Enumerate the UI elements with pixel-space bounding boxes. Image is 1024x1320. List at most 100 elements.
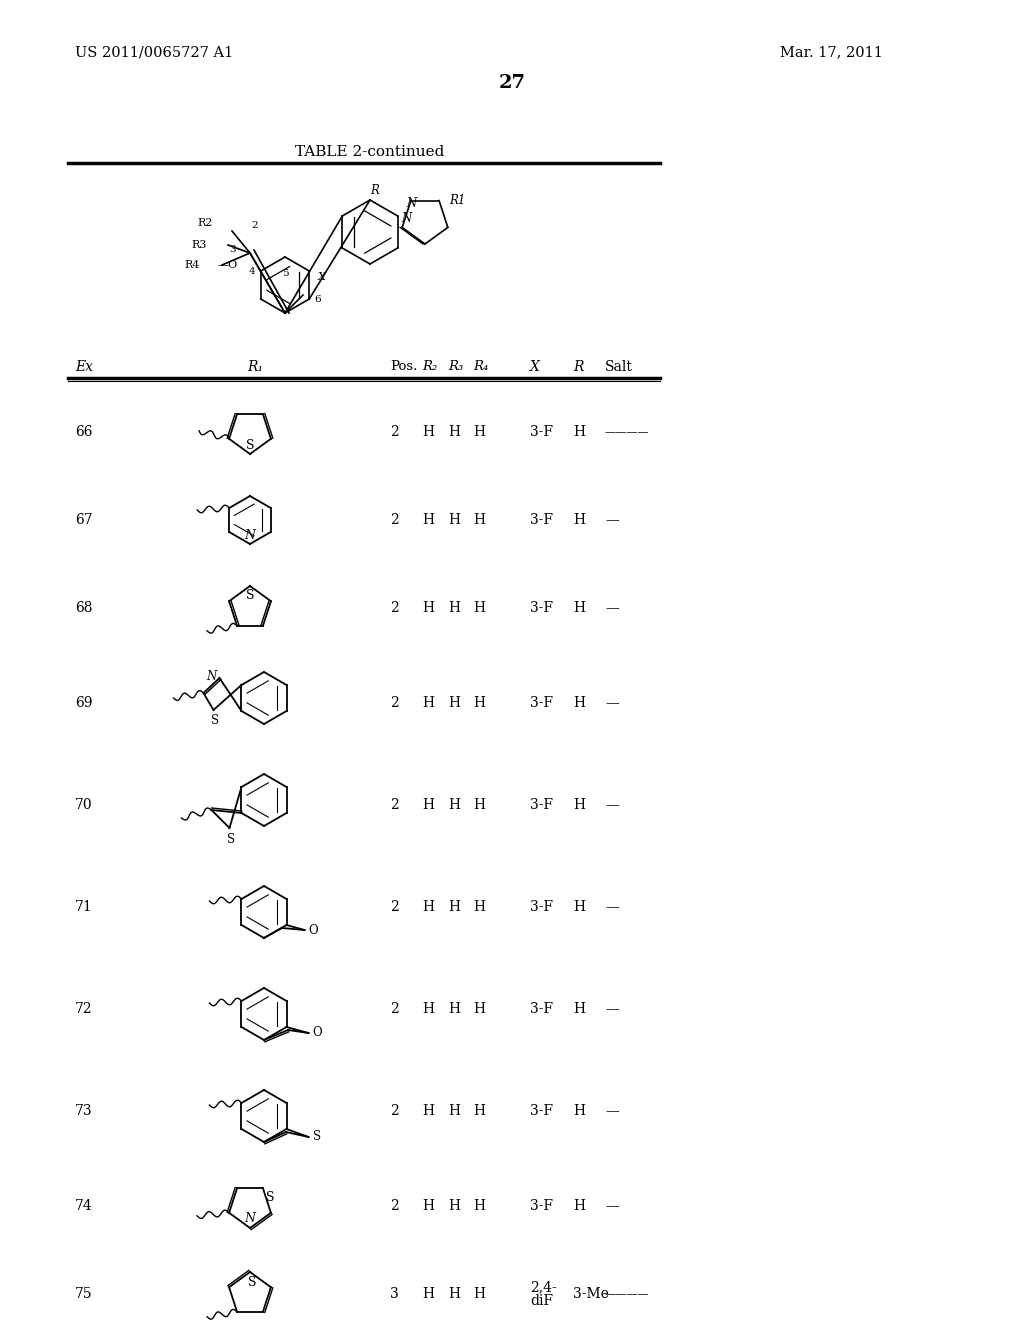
- Text: 73: 73: [75, 1104, 92, 1118]
- Text: 3-F: 3-F: [530, 1002, 553, 1016]
- Text: H: H: [422, 425, 434, 440]
- Text: H: H: [473, 1104, 485, 1118]
- Text: H: H: [473, 900, 485, 913]
- Text: O: O: [308, 924, 318, 936]
- Text: H: H: [422, 1002, 434, 1016]
- Text: R2: R2: [198, 218, 213, 228]
- Text: Salt: Salt: [605, 360, 633, 374]
- Text: R₂: R₂: [422, 360, 437, 374]
- Text: —: —: [605, 601, 618, 615]
- Text: H: H: [573, 1002, 585, 1016]
- Text: S: S: [312, 1130, 321, 1143]
- Text: N: N: [406, 197, 416, 210]
- Text: —O: —O: [218, 260, 239, 271]
- Text: H: H: [473, 696, 485, 710]
- Text: H: H: [449, 1002, 460, 1016]
- Text: R₃: R₃: [449, 360, 464, 374]
- Text: N: N: [401, 211, 412, 224]
- Text: 3: 3: [229, 246, 236, 255]
- Text: H: H: [473, 1199, 485, 1213]
- Text: 2,4-: 2,4-: [530, 1280, 557, 1294]
- Text: —: —: [605, 1002, 618, 1016]
- Text: diF: diF: [530, 1294, 553, 1308]
- Text: H: H: [422, 799, 434, 812]
- Text: 2: 2: [252, 220, 258, 230]
- Text: US 2011/0065727 A1: US 2011/0065727 A1: [75, 45, 233, 59]
- Text: —: —: [605, 696, 618, 710]
- Text: ————: ————: [605, 426, 649, 437]
- Text: H: H: [573, 696, 585, 710]
- Text: R4: R4: [184, 260, 200, 271]
- Text: 72: 72: [75, 1002, 92, 1016]
- Text: 3-F: 3-F: [530, 799, 553, 812]
- Text: 71: 71: [75, 900, 93, 913]
- Text: S: S: [266, 1191, 274, 1204]
- Text: R: R: [573, 360, 584, 374]
- Text: 67: 67: [75, 513, 92, 527]
- Text: H: H: [449, 799, 460, 812]
- Text: 3-F: 3-F: [530, 900, 553, 913]
- Text: H: H: [422, 513, 434, 527]
- Text: 68: 68: [75, 601, 92, 615]
- Text: 3-F: 3-F: [530, 1104, 553, 1118]
- Text: 2: 2: [390, 799, 398, 812]
- Text: X: X: [530, 360, 540, 374]
- Text: —: —: [605, 513, 618, 527]
- Text: H: H: [449, 900, 460, 913]
- Text: N: N: [206, 669, 216, 682]
- Text: H: H: [449, 1199, 460, 1213]
- Text: 5: 5: [282, 269, 289, 279]
- Text: TABLE 2-continued: TABLE 2-continued: [295, 145, 444, 158]
- Text: H: H: [449, 425, 460, 440]
- Text: 2: 2: [390, 1104, 398, 1118]
- Text: 27: 27: [499, 74, 525, 92]
- Text: S: S: [211, 714, 219, 727]
- Text: S: S: [246, 440, 254, 451]
- Text: H: H: [473, 1002, 485, 1016]
- Text: S: S: [227, 833, 236, 846]
- Text: H: H: [449, 601, 460, 615]
- Text: H: H: [422, 601, 434, 615]
- Text: 2: 2: [390, 900, 398, 913]
- Text: Ex: Ex: [75, 360, 93, 374]
- Text: H: H: [422, 1104, 434, 1118]
- Text: 6: 6: [314, 294, 321, 304]
- Text: H: H: [473, 513, 485, 527]
- Text: H: H: [573, 1104, 585, 1118]
- Text: 69: 69: [75, 696, 92, 710]
- Text: R1: R1: [450, 194, 466, 207]
- Text: ————: ————: [605, 1290, 649, 1299]
- Text: 70: 70: [75, 799, 92, 812]
- Text: H: H: [573, 425, 585, 440]
- Text: H: H: [473, 425, 485, 440]
- Text: 3-Me: 3-Me: [573, 1287, 609, 1302]
- Text: —: —: [605, 1104, 618, 1118]
- Text: 3-F: 3-F: [530, 1199, 553, 1213]
- Text: H: H: [422, 1287, 434, 1302]
- Text: 2: 2: [390, 513, 398, 527]
- Text: Mar. 17, 2011: Mar. 17, 2011: [780, 45, 883, 59]
- Text: 3-F: 3-F: [530, 601, 553, 615]
- Text: H: H: [449, 1287, 460, 1302]
- Text: H: H: [422, 696, 434, 710]
- Text: 3-F: 3-F: [530, 696, 553, 710]
- Text: 75: 75: [75, 1287, 92, 1302]
- Text: H: H: [573, 513, 585, 527]
- Text: H: H: [449, 1104, 460, 1118]
- Text: 2: 2: [390, 1199, 398, 1213]
- Text: H: H: [422, 900, 434, 913]
- Text: 74: 74: [75, 1199, 93, 1213]
- Text: Pos.: Pos.: [390, 360, 418, 374]
- Text: 4: 4: [249, 267, 256, 276]
- Text: H: H: [573, 1199, 585, 1213]
- Text: 2: 2: [390, 696, 398, 710]
- Text: 3-F: 3-F: [530, 425, 553, 440]
- Text: —: —: [605, 1199, 618, 1213]
- Text: R: R: [371, 183, 380, 197]
- Text: S: S: [248, 1276, 256, 1290]
- Text: 3-F: 3-F: [530, 513, 553, 527]
- Text: H: H: [473, 1287, 485, 1302]
- Text: —: —: [605, 799, 618, 812]
- Text: —: —: [605, 900, 618, 913]
- Text: R₁: R₁: [247, 360, 263, 374]
